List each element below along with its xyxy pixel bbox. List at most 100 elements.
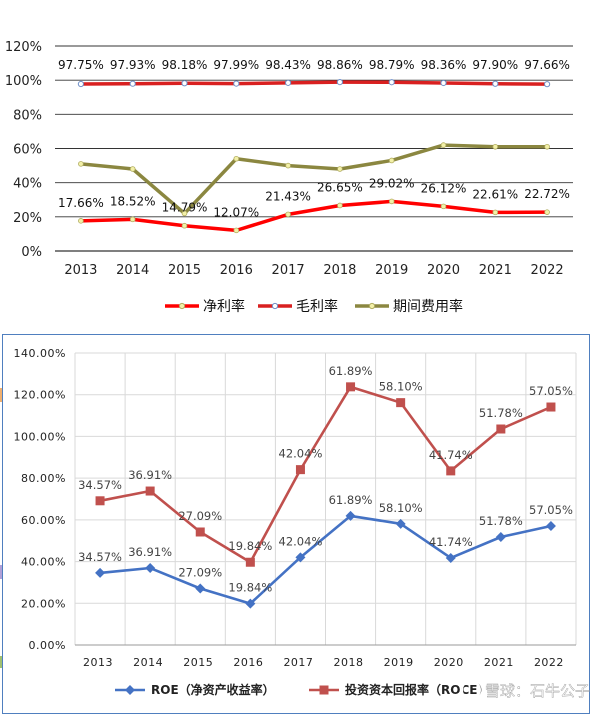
data-point-marker	[233, 227, 240, 234]
data-label: 26.12%	[421, 181, 467, 195]
legend-marker	[368, 302, 376, 310]
data-label: 27.09%	[178, 565, 222, 579]
x-tick-label: 2020	[434, 656, 464, 669]
data-point-marker	[78, 218, 84, 224]
data-label: 42.04%	[279, 447, 323, 461]
legend-marker	[319, 685, 329, 695]
data-label: 42.04%	[279, 534, 323, 548]
data-point-marker	[95, 567, 106, 578]
x-tick-label: 2018	[334, 656, 364, 669]
x-tick-label: 2021	[479, 263, 512, 278]
data-point-marker	[492, 143, 499, 150]
data-label: 57.05%	[529, 503, 573, 517]
series-line-期间费用率	[80, 143, 548, 216]
x-tick-label: 2020	[427, 263, 460, 278]
data-point-marker	[440, 203, 447, 210]
data-label: 58.10%	[379, 501, 423, 515]
y-tick-label: 100%	[5, 74, 42, 89]
data-label: 98.18%	[162, 58, 208, 72]
legend-label: 毛利率	[296, 298, 338, 315]
data-label: 97.75%	[58, 58, 104, 72]
data-label: 57.05%	[529, 384, 573, 398]
x-tick-label: 2019	[384, 656, 414, 669]
data-point-marker	[544, 143, 550, 150]
legend-marker	[271, 302, 279, 310]
data-point-marker	[440, 142, 447, 148]
data-point-marker	[145, 486, 155, 496]
data-point-marker	[337, 166, 343, 172]
y-tick-label: 80.00%	[21, 472, 66, 485]
data-point-marker	[195, 527, 205, 537]
edge-accent-orange	[0, 388, 3, 402]
x-tick-label: 2013	[64, 263, 97, 278]
x-tick-label: 2019	[375, 263, 408, 278]
data-point-marker	[129, 216, 136, 223]
data-label: 21.43%	[265, 189, 311, 203]
data-point-marker	[145, 563, 156, 574]
legend-label: 投资资本回报率（ROCE）	[345, 682, 489, 697]
data-label: 41.74%	[429, 448, 473, 462]
data-label: 22.72%	[524, 187, 570, 201]
y-tick-label: 20.00%	[21, 597, 66, 610]
data-point-marker	[95, 496, 105, 506]
data-point-marker	[496, 424, 506, 434]
x-tick-label: 2021	[484, 656, 514, 669]
edge-accent-green	[0, 656, 3, 668]
data-label: 58.10%	[379, 380, 423, 394]
watermark-logo-icon	[461, 680, 481, 700]
watermark-text: 雪球：石牛公子	[485, 682, 590, 700]
data-label: 26.65%	[317, 180, 363, 194]
data-label: 98.86%	[317, 58, 363, 72]
margin-chart-panel: 0% 20% 40% 60% 80% 100% 120% 2013 2014 2015 2016 20…	[0, 0, 600, 330]
data-label: 61.89%	[329, 364, 373, 378]
data-point-marker	[396, 398, 406, 408]
data-label: 18.52%	[110, 194, 156, 208]
data-point-marker	[129, 80, 136, 87]
series-line-roe	[99, 514, 552, 605]
data-point-marker	[181, 80, 188, 87]
x-tick-label: 2014	[116, 263, 149, 278]
data-point-marker	[492, 209, 499, 216]
return-chart-panel: 0.00% 20.00% 40.00% 60.00% 80.00% 100.00% 120.…	[2, 334, 590, 714]
data-point-marker	[336, 79, 343, 86]
data-point-marker	[345, 510, 356, 521]
data-point-marker	[295, 465, 305, 475]
y-tick-label: 0.00%	[29, 639, 66, 652]
data-point-marker	[233, 80, 240, 87]
data-point-marker	[545, 521, 556, 532]
y-tick-label: 40.00%	[21, 556, 66, 569]
data-label: 61.89%	[329, 493, 373, 507]
x-tick-label: 2022	[534, 656, 564, 669]
data-label: 97.93%	[110, 58, 156, 72]
data-point-marker	[285, 211, 291, 218]
data-label: 22.61%	[472, 187, 518, 201]
data-label: 51.78%	[479, 406, 523, 420]
data-point-marker	[544, 209, 550, 215]
data-label: 27.09%	[178, 509, 222, 523]
data-label: 12.07%	[213, 205, 259, 219]
data-point-marker	[129, 166, 136, 172]
data-label: 41.74%	[429, 535, 473, 549]
x-tick-label: 2016	[233, 656, 263, 669]
x-tick-label: 2015	[183, 656, 213, 669]
data-label: 14.79%	[162, 201, 208, 215]
y-tick-label: 20%	[13, 211, 42, 226]
data-label: 97.66%	[524, 58, 570, 72]
data-point-marker	[395, 518, 406, 529]
data-point-marker	[285, 162, 291, 169]
x-tick-label: 2022	[531, 263, 564, 278]
y-tick-label: 0%	[21, 245, 42, 260]
data-label: 97.99%	[213, 58, 259, 72]
data-label: 98.43%	[265, 58, 311, 72]
data-point-marker	[544, 81, 551, 88]
x-tick-label: 2016	[220, 263, 253, 278]
data-point-marker	[181, 222, 188, 229]
data-label: 36.91%	[128, 545, 172, 559]
data-label: 29.02%	[369, 176, 415, 190]
data-point-marker	[388, 198, 395, 205]
series-line-净利率	[80, 199, 548, 233]
data-label: 19.84%	[228, 581, 272, 595]
data-label: 19.84%	[228, 539, 272, 553]
data-point-marker	[495, 532, 506, 543]
y-tick-label: 40%	[13, 177, 42, 192]
